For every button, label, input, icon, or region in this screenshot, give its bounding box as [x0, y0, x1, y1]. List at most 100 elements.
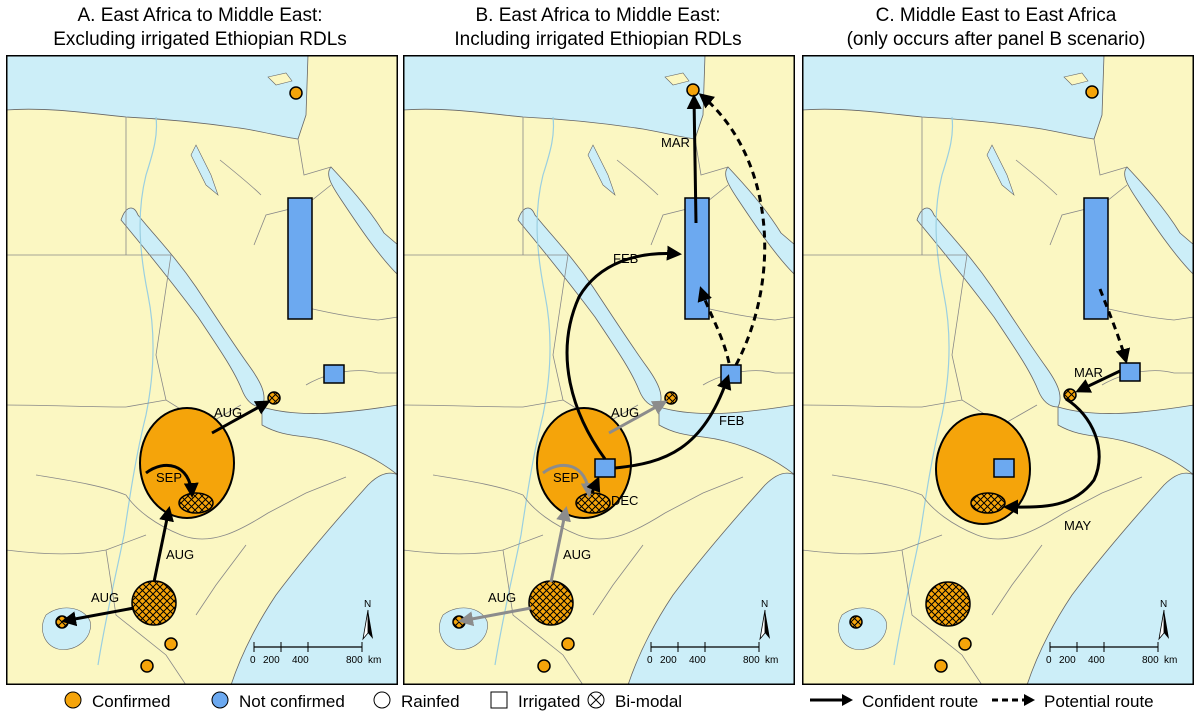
- panel-b-title-line1: B. East Africa to Middle East:: [475, 5, 721, 26]
- yemen-bimodal-site: [664, 391, 678, 405]
- potential-route-symbol: [992, 694, 1035, 706]
- kenya-bimodal-region: [925, 581, 971, 627]
- scale-unit: km: [765, 655, 778, 666]
- ethiopia-irrigated-region: [594, 458, 616, 478]
- ethiopia-rainfed-region: [935, 413, 1031, 525]
- route-aug-kenya-to-ethiopia: [152, 506, 174, 583]
- confident-route-symbol: [810, 694, 853, 706]
- confirmed-symbol: [64, 691, 82, 709]
- yemen-irrigated-region: [720, 364, 742, 384]
- ethiopia-bimodal-region: [575, 492, 611, 514]
- kenya-site-2: [140, 659, 154, 673]
- route-sep-loop: [145, 463, 199, 498]
- panel-a-title-line1: A. East Africa to Middle East:: [77, 5, 323, 26]
- legend: Confirmed Not confirmed Rainfed Irrigate…: [0, 687, 1200, 715]
- legend-irrigated: Irrigated: [518, 692, 581, 711]
- yemen-bimodal-site: [267, 391, 281, 405]
- panel-c-title-line2: (only occurs after panel B scenario): [846, 29, 1146, 50]
- legend-confirmed: Confirmed: [92, 692, 171, 711]
- kenya-site-1: [958, 637, 972, 651]
- scale-tick-0: 0: [1046, 655, 1052, 666]
- ethiopia-bimodal-region: [178, 492, 214, 514]
- label-aug-1: AUG: [214, 405, 242, 420]
- label-feb-1: FEB: [613, 251, 638, 266]
- route-feb-ethiopia-to-yemen: [614, 374, 732, 470]
- route-aug-to-yemen: [211, 400, 271, 435]
- kenya-site-2: [537, 659, 551, 673]
- panel-c-map: MAR MAY 0 200 400 800 km N: [802, 55, 1194, 685]
- legend-not-confirmed: Not confirmed: [239, 692, 345, 711]
- label-sep: SEP: [553, 470, 579, 485]
- scale-tick-0: 0: [250, 655, 256, 666]
- legend-confident-route: Confident route: [862, 692, 979, 711]
- legend-rainfed: Rainfed: [401, 692, 460, 711]
- label-dec: DEC: [611, 493, 638, 508]
- route-aug-kenya-to-uganda: [458, 606, 532, 627]
- route-may-yemen-to-ethiopia: [1003, 397, 1101, 515]
- potential-routes: [697, 93, 767, 366]
- scale-tick-200: 200: [1059, 655, 1076, 666]
- yemen-irrigated-region: [1119, 362, 1141, 382]
- not-confirmed-symbol: [211, 691, 229, 709]
- kenya-site-1: [561, 637, 575, 651]
- scale-tick-400: 400: [292, 655, 309, 666]
- route-aug-kenya-to-uganda: [61, 606, 135, 627]
- route-potential-yemen-to-egypt: [698, 93, 767, 366]
- panel-a-title: A. East Africa to Middle East: Excluding…: [4, 4, 396, 52]
- legend-bimodal: Bi-modal: [615, 692, 683, 711]
- scale-tick-800: 800: [346, 655, 363, 666]
- panel-c-title: C. Middle East to East Africa (only occu…: [800, 4, 1192, 52]
- grey-routes: [458, 400, 668, 627]
- panel-a-map: AUG AUG AUG SEP 0 200 400 800 km N: [6, 55, 398, 685]
- panel-b-title-line2: Including irrigated Ethiopian RDLs: [454, 29, 742, 50]
- scale-tick-400: 400: [689, 655, 706, 666]
- label-mar: MAR: [661, 135, 690, 150]
- egypt-site: [686, 83, 700, 97]
- scale-tick-0: 0: [647, 655, 653, 666]
- rainfed-symbol: [373, 691, 391, 709]
- yemen-bimodal-site: [1063, 388, 1077, 402]
- north-label: N: [364, 599, 371, 610]
- bimodal-symbol: [587, 691, 605, 709]
- saudi-irrigated-region: [1083, 197, 1109, 320]
- label-mar: MAR: [1074, 365, 1103, 380]
- potential-routes: [1098, 288, 1131, 364]
- label-sep: SEP: [156, 470, 182, 485]
- egypt-site: [1085, 85, 1099, 99]
- route-potential-saudi-to-yemen: [1098, 288, 1131, 364]
- yemen-irrigated-region: [323, 364, 345, 384]
- route-feb-ethiopia-to-saudi: [565, 245, 682, 460]
- scale-tick-400: 400: [1088, 655, 1105, 666]
- ethiopia-bimodal-region: [970, 492, 1006, 514]
- kenya-site-2: [934, 659, 948, 673]
- label-feb-2: FEB: [719, 413, 744, 428]
- scale-tick-800: 800: [743, 655, 760, 666]
- saudi-irrigated-region: [287, 197, 313, 320]
- north-label: N: [761, 599, 768, 610]
- kenya-bimodal-region: [131, 580, 177, 626]
- black-routes: [565, 94, 732, 494]
- uganda-bimodal-site: [849, 615, 863, 629]
- route-potential-yemen-to-saudi: [697, 286, 731, 364]
- scale-tick-200: 200: [263, 655, 280, 666]
- route-mar-yemen-to-yemen: [1075, 369, 1121, 393]
- ethiopia-rainfed-region: [536, 407, 632, 519]
- ethiopia-irrigated-region: [993, 458, 1015, 478]
- scale-tick-200: 200: [660, 655, 677, 666]
- panel-c-title-line1: C. Middle East to East Africa: [875, 5, 1117, 26]
- route-aug-to-yemen: [608, 400, 668, 435]
- panel-a-title-line2: Excluding irrigated Ethiopian RDLs: [53, 29, 347, 50]
- label-aug-3: AUG: [91, 590, 119, 605]
- legend-potential-route: Potential route: [1044, 692, 1154, 711]
- route-aug-kenya-to-ethiopia: [549, 506, 571, 583]
- panel-b-map: AUG AUG AUG SEP DEC FEB FEB MAR 0 200 40…: [403, 55, 795, 685]
- label-aug-1: AUG: [611, 405, 639, 420]
- route-dec: [586, 476, 601, 494]
- scale-tick-800: 800: [1142, 655, 1159, 666]
- scale-unit: km: [1164, 655, 1177, 666]
- label-may: MAY: [1064, 518, 1092, 533]
- regions: [849, 85, 1141, 673]
- regions: [55, 86, 345, 673]
- ethiopia-rainfed-region: [139, 407, 235, 519]
- route-mar-saudi-to-egypt: [686, 94, 702, 224]
